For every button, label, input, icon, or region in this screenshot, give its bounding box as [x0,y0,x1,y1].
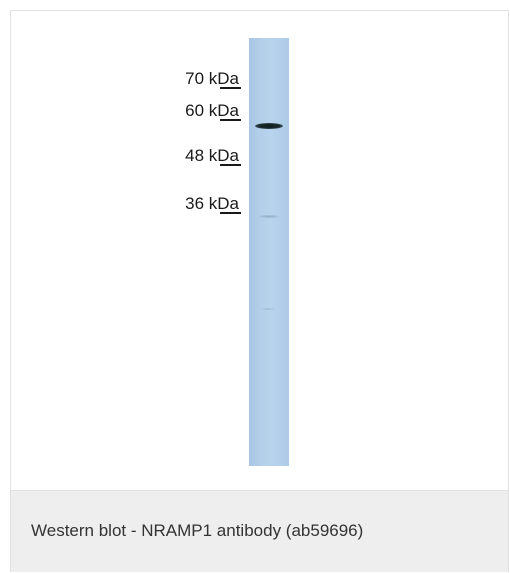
western-blot-figure[interactable]: 70 kDa 60 kDa 48 kDa 36 kDa [11,11,508,489]
marker-tick-60kda [220,119,241,121]
image-card: 70 kDa 60 kDa 48 kDa 36 kDa Western blot… [10,10,509,572]
image-caption: Western blot - NRAMP1 antibody (ab59696) [31,521,364,540]
protein-band-faint [259,215,279,218]
marker-tick-70kda [220,87,241,89]
blot-lane [249,38,289,466]
marker-tick-36kda [220,212,241,214]
protein-band-faint-lower [261,308,275,310]
caption-bar: Western blot - NRAMP1 antibody (ab59696) [11,490,508,572]
protein-band-main [255,123,283,129]
marker-label-48kda: 48 kDa [185,146,239,165]
marker-label-70kda: 70 kDa [185,69,239,88]
marker-tick-48kda [220,164,241,166]
marker-label-36kda: 36 kDa [185,194,239,213]
marker-label-60kda: 60 kDa [185,101,239,120]
